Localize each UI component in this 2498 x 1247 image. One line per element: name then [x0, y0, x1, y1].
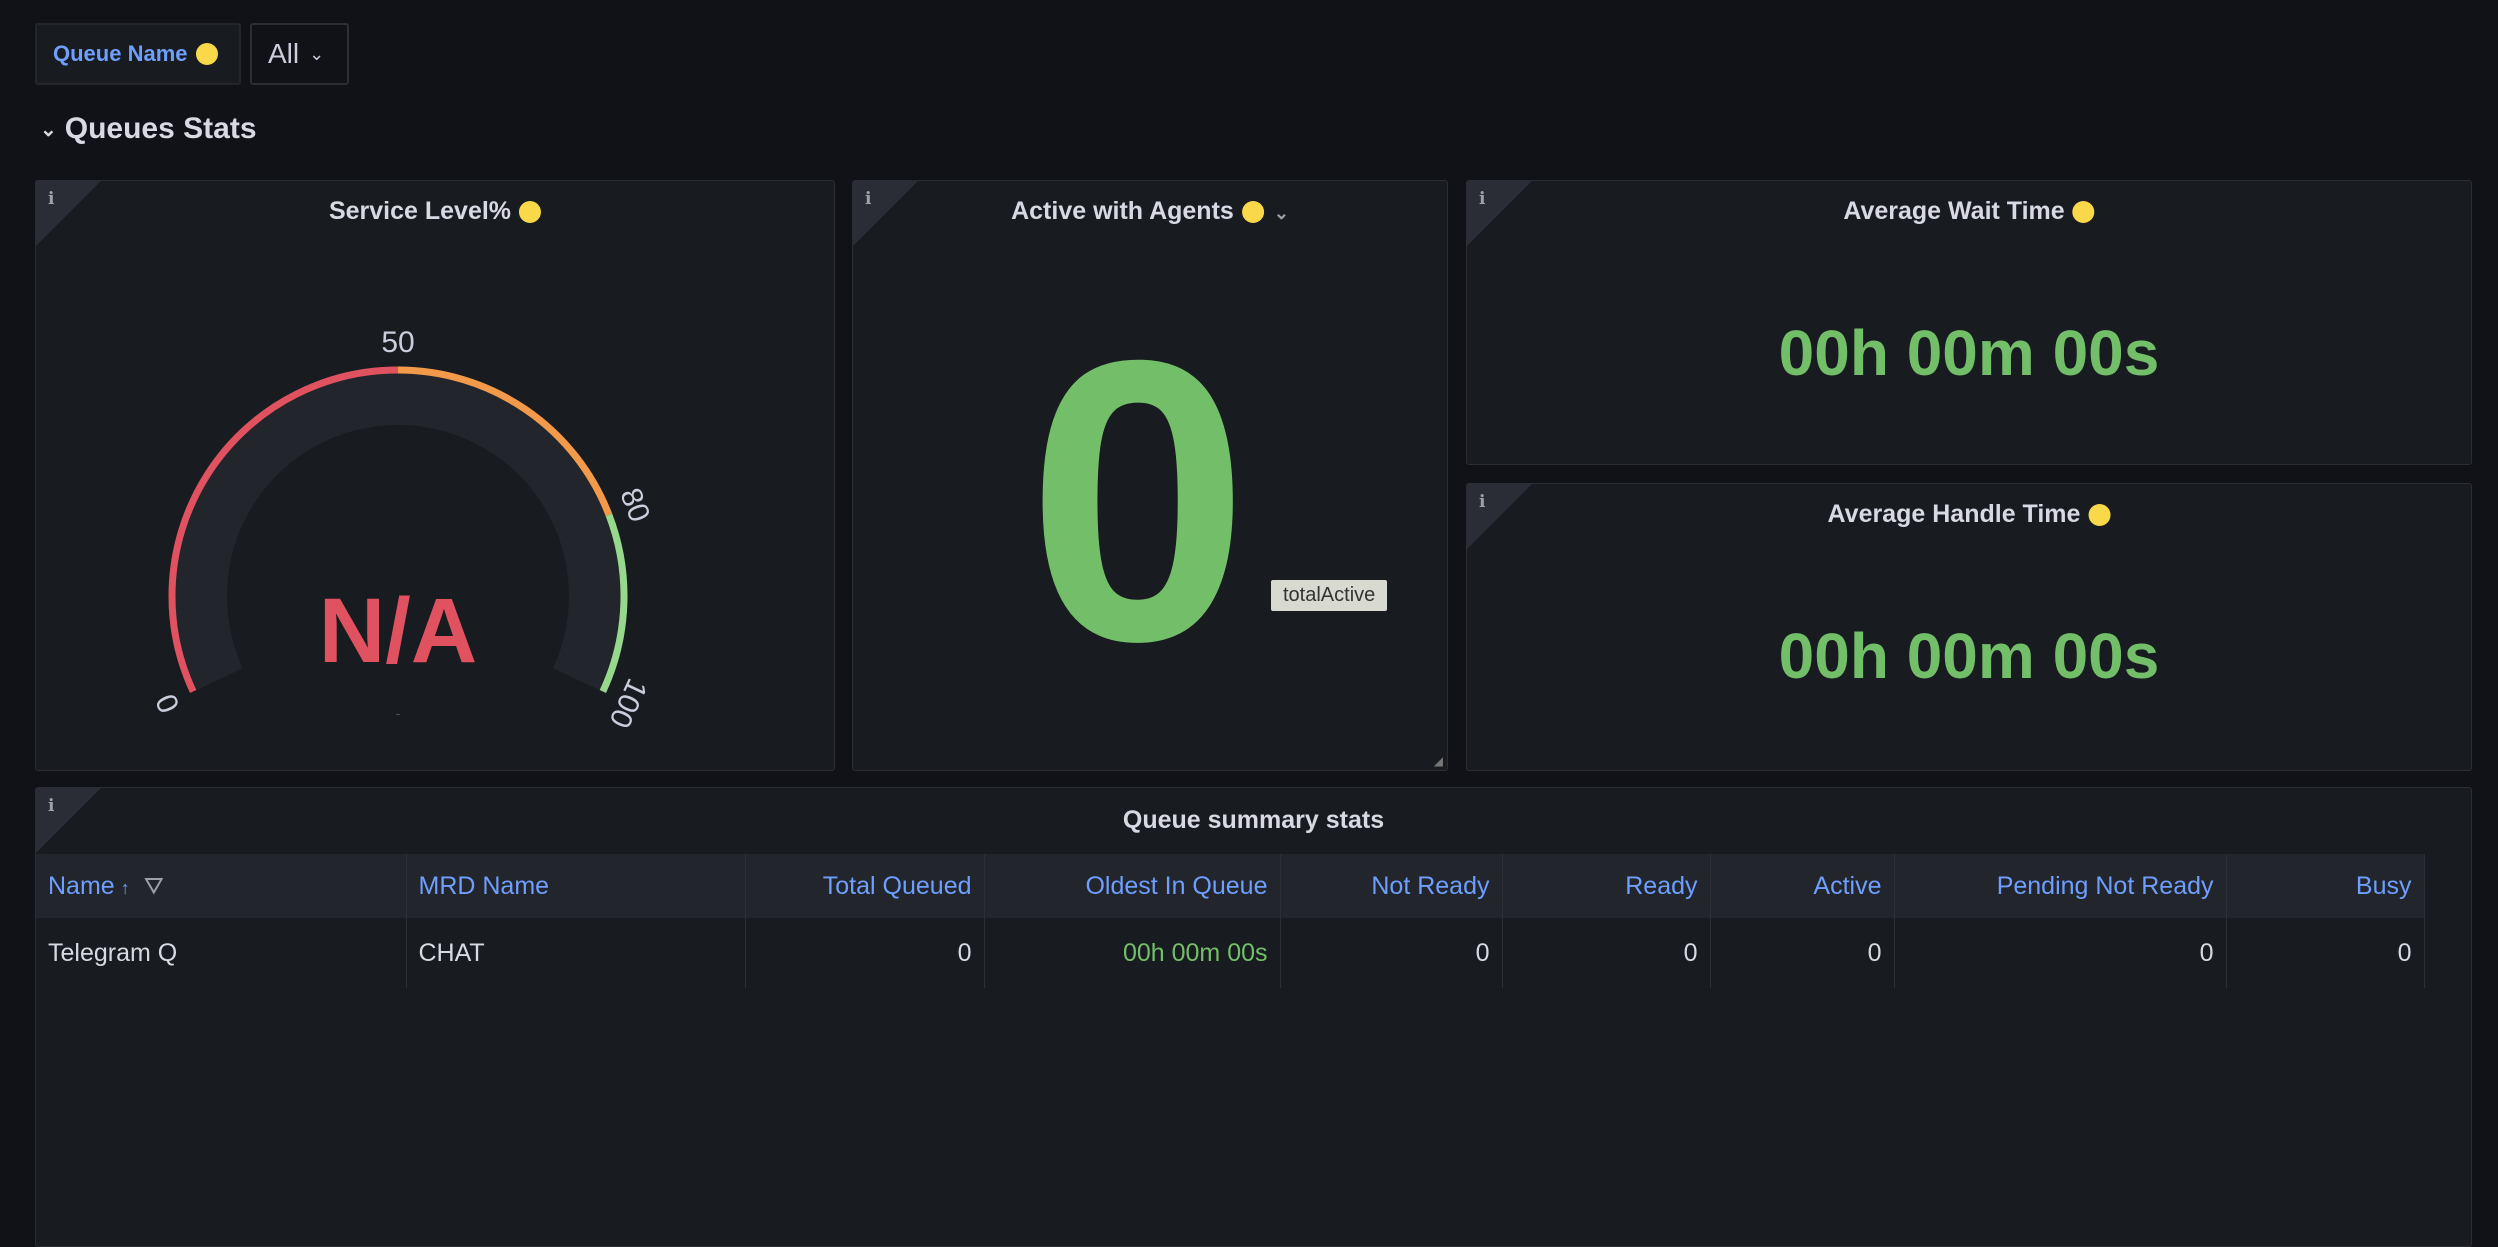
column-header[interactable]: Busy [2226, 854, 2425, 918]
gauge-threshold-arc [599, 513, 628, 693]
gauge-tick-label: 50 [381, 326, 414, 359]
gauge-threshold-arc [168, 366, 399, 693]
table-cell: Telegram Q [36, 918, 407, 988]
title-text: Service Level% [328, 197, 512, 225]
gauge-subtext: - [395, 705, 401, 721]
warning-dot-icon [2088, 504, 2111, 527]
info-icon[interactable]: i [48, 189, 55, 209]
info-icon[interactable]: i [1479, 492, 1486, 512]
panel-title[interactable]: Queue summary stats [1122, 806, 1385, 834]
tooltip: totalActive [1271, 580, 1388, 611]
avg-handle-value: 00h 00m 00s [1778, 620, 2160, 692]
column-header-label: Active [1813, 871, 1882, 900]
table-cell: 0 [1280, 918, 1503, 988]
queue-name-variable-label: Queue Name [35, 23, 241, 85]
column-header-label: Not Ready [1371, 871, 1490, 900]
column-header[interactable]: MRD Name [406, 854, 746, 918]
title-text: Average Wait Time [1843, 197, 2065, 225]
title-text: Average Handle Time [1827, 500, 2081, 528]
column-header[interactable]: Not Ready [1280, 854, 1503, 918]
table-cell: 0 [1894, 918, 2227, 988]
panel-active-with-agents: i Active with Agents ⌄ 0 totalActive ◢ [852, 180, 1448, 771]
select-value: All [268, 38, 300, 69]
column-header-label: MRD Name [418, 871, 550, 900]
variable-label-text: Queue Name [53, 41, 188, 66]
table-cell: 0 [745, 918, 985, 988]
column-header[interactable]: Ready [1502, 854, 1711, 918]
gauge-value: N/A [318, 580, 478, 682]
table-cell: 0 [1502, 918, 1711, 988]
panel-title[interactable]: Average Handle Time [1828, 500, 2111, 529]
column-header-label: Total Queued [822, 871, 972, 900]
warning-dot-icon [2072, 201, 2095, 224]
resize-handle-icon[interactable]: ◢ [1433, 754, 1443, 768]
warning-dot-icon [1241, 201, 1264, 224]
panel-title[interactable]: Service Level% [328, 197, 542, 226]
table-cell: CHAT [406, 918, 746, 988]
queue-name-select[interactable]: All ⌄ [250, 23, 349, 85]
table-cell: 00h 00m 00s [984, 918, 1281, 988]
gauge-tick-label: 0 [150, 689, 187, 718]
column-header-label: Ready [1625, 871, 1698, 900]
panel-queue-summary-stats: i Queue summary stats Name ↑ ⛛ MRD Name Tota… [35, 787, 2472, 1247]
warning-dot-icon [195, 43, 218, 65]
info-icon[interactable]: i [1479, 189, 1486, 209]
panel-title[interactable]: Average Wait Time [1843, 197, 2095, 226]
row-title: Queues Stats [64, 112, 257, 145]
panel-info-corner[interactable] [36, 788, 101, 853]
column-header[interactable]: Oldest In Queue [984, 854, 1281, 918]
column-header[interactable]: Name ↑ ⛛ [36, 854, 407, 918]
column-header-label: Busy [2355, 871, 2412, 900]
gauge-tick-label: 80 [613, 484, 656, 527]
column-header-label: Name [48, 871, 115, 900]
queue-summary-table: Name ↑ ⛛ MRD Name Total Queued Oldest In Queu… [36, 854, 2425, 988]
column-header[interactable]: Pending Not Ready [1894, 854, 2227, 918]
panel-info-corner[interactable] [1467, 484, 1532, 549]
chevron-down-icon: ⌄ [309, 43, 325, 64]
column-header[interactable]: Active [1710, 854, 1895, 918]
info-icon[interactable]: i [865, 189, 872, 209]
gauge-threshold-arc [397, 366, 613, 517]
panel-info-corner[interactable] [1467, 181, 1532, 246]
column-header-label: Oldest In Queue [1085, 871, 1268, 900]
active-value: 0 [1026, 277, 1250, 724]
info-icon[interactable]: i [48, 796, 55, 816]
avg-wait-value: 00h 00m 00s [1778, 317, 2160, 389]
sort-ascending-icon: ↑ [120, 877, 130, 898]
column-header[interactable]: Total Queued [745, 854, 985, 918]
table-header-row: Name ↑ ⛛ MRD Name Total Queued Oldest In Queu… [36, 854, 2425, 918]
panel-info-corner[interactable] [853, 181, 918, 246]
panel-average-handle-time: i Average Handle Time 00h 00m 00s [1466, 483, 2472, 771]
table-row: Telegram Q CHAT 0 00h 00m 00s 0 0 0 0 0 [36, 918, 2425, 988]
panel-average-wait-time: i Average Wait Time 00h 00m 00s [1466, 180, 2472, 465]
title-text: Active with Agents [1011, 197, 1234, 225]
table-cell: 0 [2226, 918, 2425, 988]
panel-service-level: i Service Level% 0 50 80 100 N/A - [35, 180, 835, 771]
warning-dot-icon [519, 201, 542, 224]
chevron-down-icon[interactable]: ⌄ [1273, 203, 1289, 223]
row-header-queues-stats[interactable]: ⌄ Queues Stats [40, 112, 257, 146]
filter-icon[interactable]: ⛛ [143, 872, 164, 900]
gauge-background-band [175, 373, 621, 691]
panel-info-corner[interactable] [36, 181, 101, 246]
chevron-down-icon: ⌄ [40, 118, 57, 141]
panel-title[interactable]: Active with Agents ⌄ [1011, 197, 1289, 226]
table-cell: 0 [1710, 918, 1895, 988]
column-header-label: Pending Not Ready [1996, 871, 2214, 900]
